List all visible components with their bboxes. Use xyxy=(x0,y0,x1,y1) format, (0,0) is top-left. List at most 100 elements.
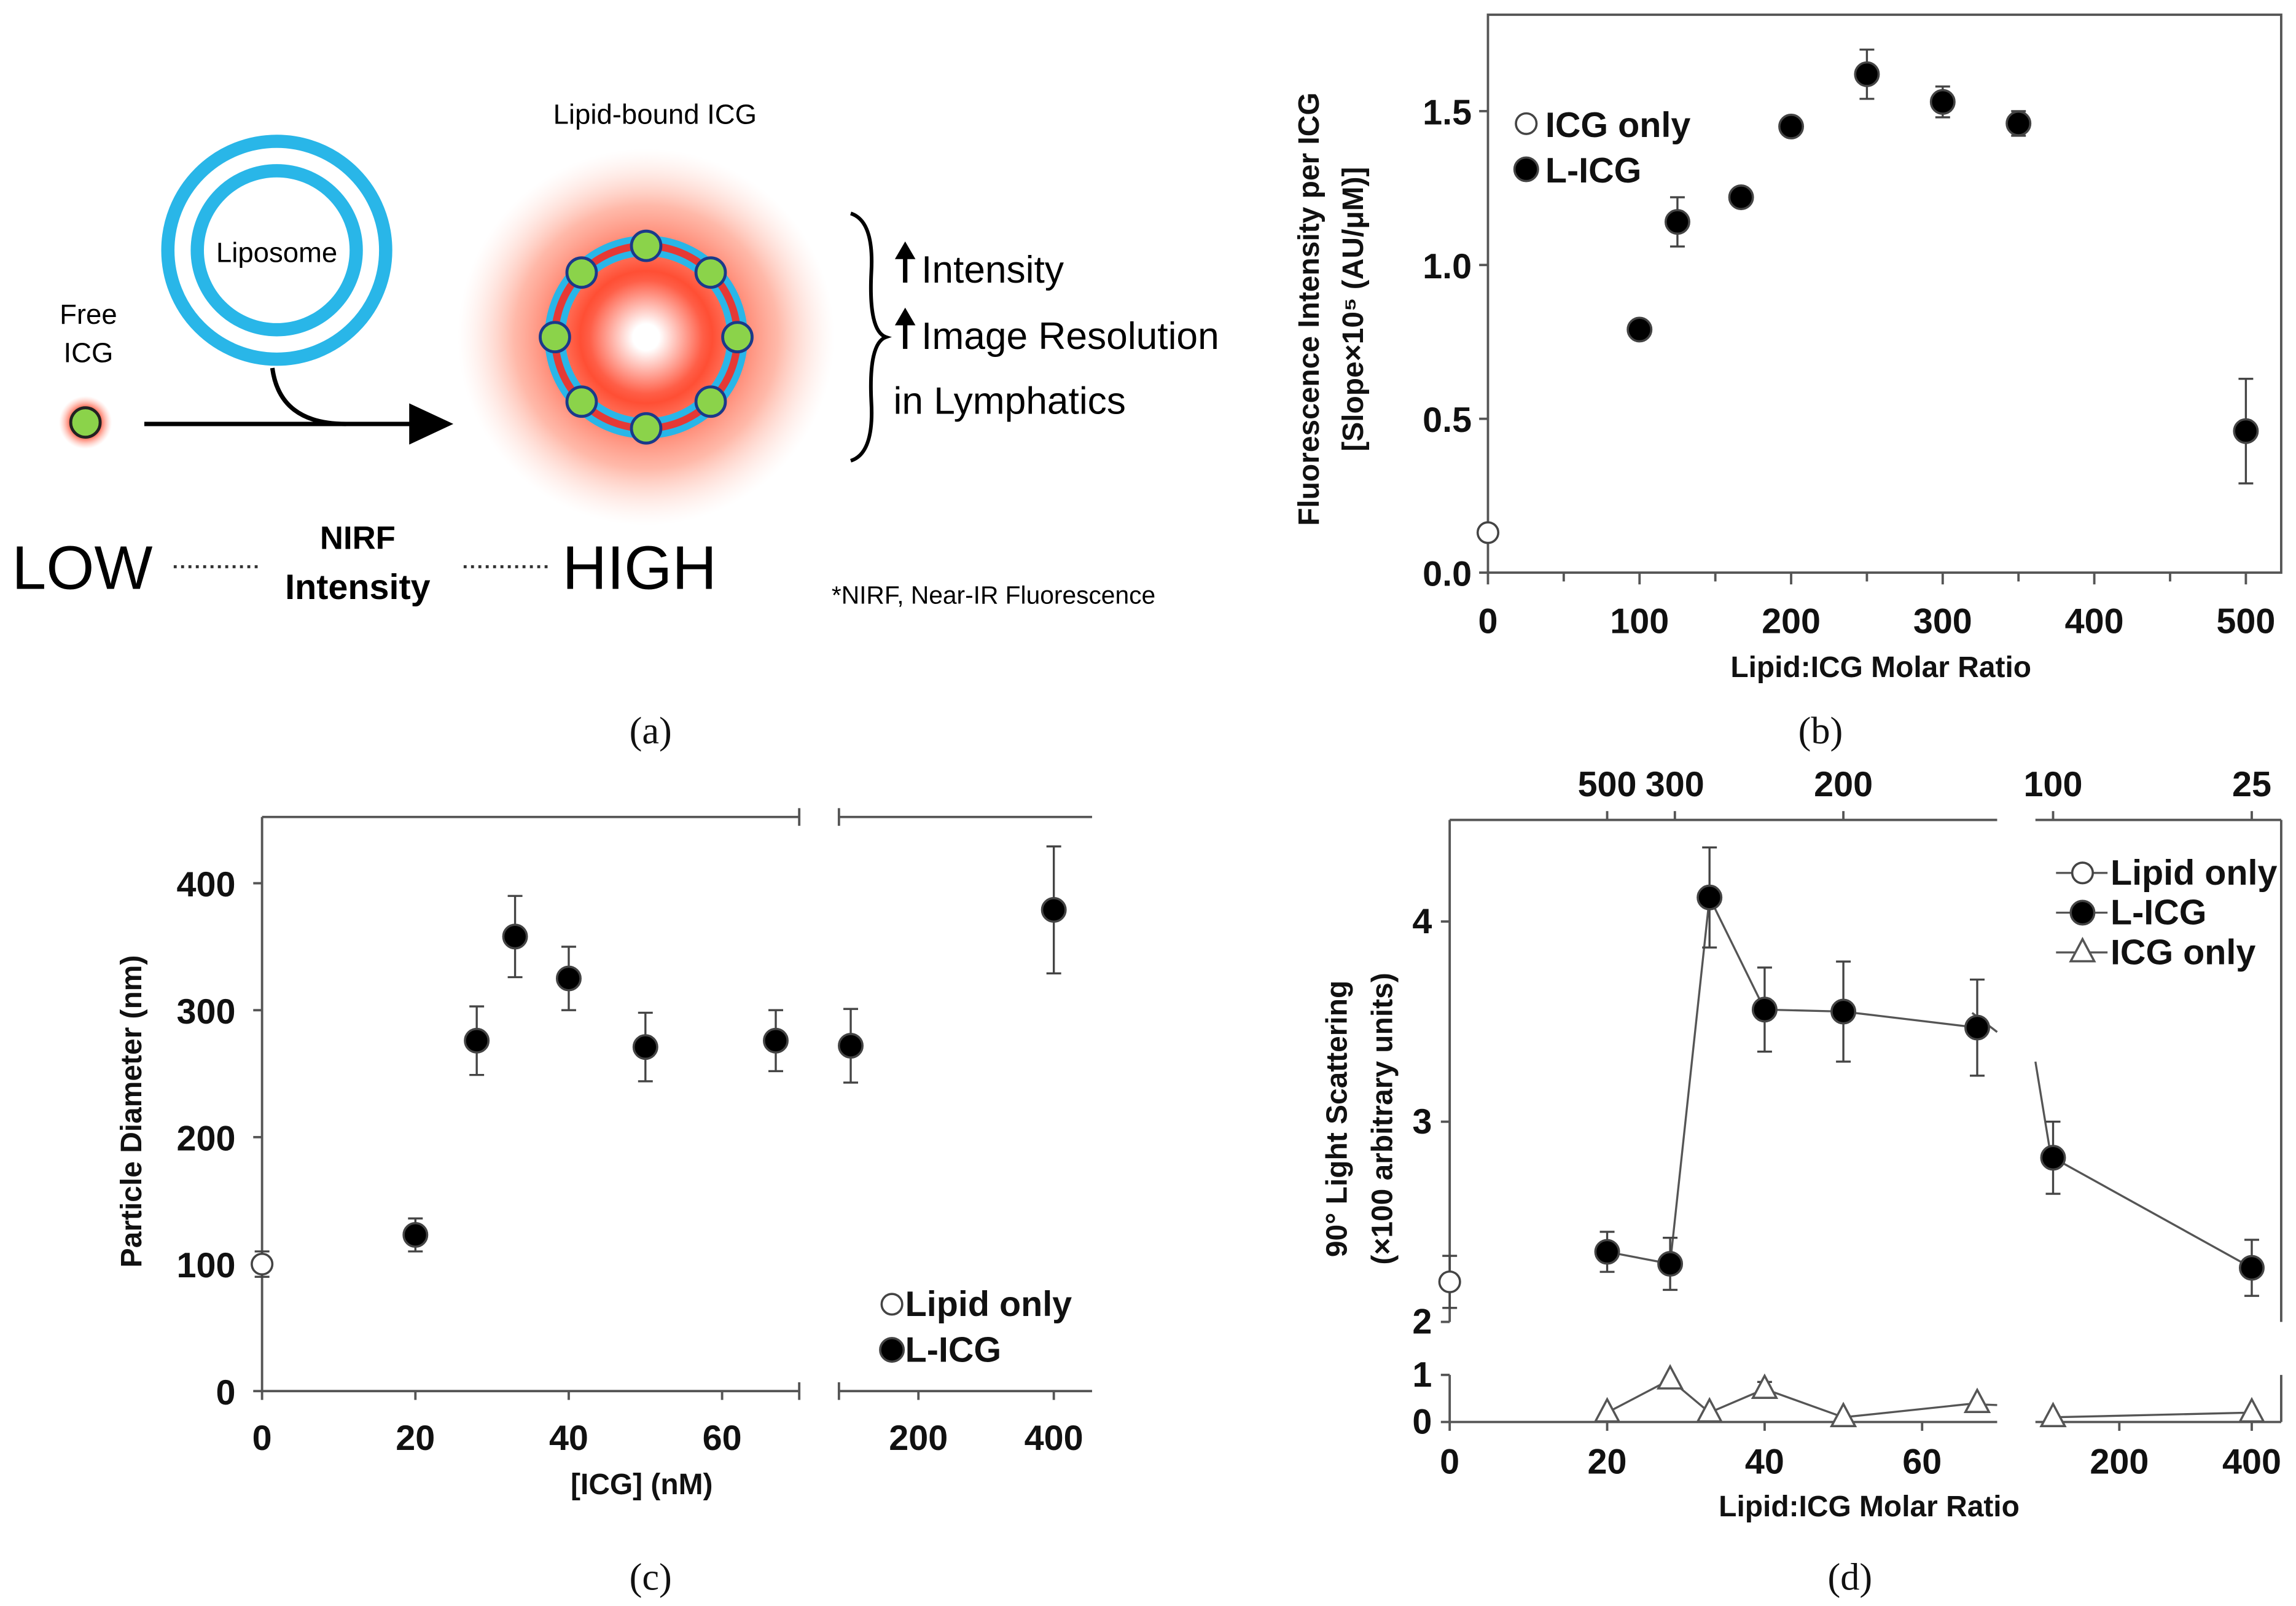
plot-frame xyxy=(1486,14,2282,574)
data-point-filled xyxy=(763,1027,789,1054)
intensity-text: Intensity xyxy=(921,249,1064,291)
data-point-filled xyxy=(838,1033,864,1059)
x-tick-label: 20 xyxy=(396,1419,435,1458)
data-point-filled xyxy=(1728,184,1754,211)
x-tick-label: 40 xyxy=(549,1419,588,1458)
brace xyxy=(849,211,892,463)
panel-a-diagram: Lipid-bound ICG Liposome Free ICG Intens… xyxy=(12,98,1219,609)
data-point-open xyxy=(2071,861,2095,885)
icg-dot xyxy=(721,321,754,354)
legend-label: Lipid only xyxy=(905,1285,1072,1324)
x-tick-label: 200 xyxy=(1762,601,1821,641)
data-point-triangle xyxy=(2039,1401,2067,1428)
liposome-inner-ring xyxy=(190,164,363,337)
icg-dot xyxy=(565,385,598,418)
data-point-filled xyxy=(2233,418,2259,444)
y-tick-label: 100 xyxy=(177,1246,236,1285)
x-axis-label: Lipid:ICG Molar Ratio xyxy=(1719,1490,2020,1523)
y-tick-label: 1 xyxy=(1412,1355,1432,1395)
data-point-open xyxy=(1476,521,1500,544)
x-tick-label: 0 xyxy=(1478,601,1497,641)
top-tick-label: 25 xyxy=(2232,765,2271,804)
data-point-filled xyxy=(1929,88,1956,115)
y-tick-label: 0 xyxy=(216,1373,236,1412)
y-axis-label: 90° Light Scattering xyxy=(1321,981,1353,1257)
x-tick-label: 400 xyxy=(2065,601,2124,641)
caption-a: (a) xyxy=(630,710,672,752)
data-point-filled xyxy=(1626,316,1653,343)
top-tick-label: 200 xyxy=(1814,765,1873,804)
y-tick-label: 1.0 xyxy=(1423,247,1472,286)
x-tick-label: 40 xyxy=(1745,1442,1784,1481)
legend-label: L-ICG xyxy=(905,1330,1002,1369)
y-axis-label: Particle Diameter (nm) xyxy=(115,955,148,1268)
data-point-triangle xyxy=(2238,1396,2266,1423)
data-point-filled xyxy=(1854,61,1880,87)
x-axis-label: Lipid:ICG Molar Ratio xyxy=(1730,651,2031,684)
data-point-filled xyxy=(2040,1145,2066,1171)
x-tick-label: 60 xyxy=(1902,1442,1942,1481)
data-point-filled xyxy=(2239,1255,2265,1281)
data-point-filled xyxy=(402,1222,429,1248)
data-point-filled xyxy=(1513,156,1539,182)
x-tick-label: 100 xyxy=(1610,601,1669,641)
liposome-label: Liposome xyxy=(216,237,337,268)
y-axis-label-units: (×100 arbitrary units) xyxy=(1367,973,1399,1264)
x-tick-label: 200 xyxy=(889,1419,948,1458)
x-tick-label: 0 xyxy=(252,1419,272,1458)
lipid-bound-label: Lipid-bound ICG xyxy=(553,98,757,130)
legend-label: Lipid only xyxy=(2111,853,2278,893)
data-point-filled xyxy=(1664,209,1690,235)
chart-c: 0 20 40 60 200 400 0 100 200 300 400 [ICG] (nM) Part… xyxy=(115,808,1092,1501)
nirf-label: NIRF xyxy=(320,520,396,557)
data-point-filled xyxy=(2069,899,2096,926)
x-tick-label: 300 xyxy=(1913,601,1972,641)
data-point-open xyxy=(251,1252,274,1276)
caption-d: (d) xyxy=(1828,1556,1873,1599)
icg-dot xyxy=(565,256,598,289)
data-point-open xyxy=(1515,112,1538,135)
high-label: HIGH xyxy=(562,533,717,602)
data-point-filled xyxy=(1594,1239,1620,1265)
footnote: *NIRF, Near-IR Fluorescence xyxy=(832,581,1155,609)
lipid-core xyxy=(580,270,713,404)
data-point-filled xyxy=(1041,897,1067,923)
y-tick-label: 300 xyxy=(177,992,236,1032)
top-tick-label: 100 xyxy=(2024,765,2083,804)
y-tick-label: 0.5 xyxy=(1423,401,1472,440)
data-point-triangle xyxy=(1829,1401,1857,1428)
series-line xyxy=(2053,1411,2252,1419)
up-arrow-icon xyxy=(894,241,916,283)
merge-curve xyxy=(270,367,346,426)
free-icg-dot xyxy=(69,406,102,439)
data-point-filled xyxy=(502,923,528,950)
y-tick-label: 400 xyxy=(177,865,236,904)
y-tick-label: 2 xyxy=(1412,1302,1432,1342)
data-point-triangle xyxy=(1963,1387,1991,1414)
data-point-filled xyxy=(1751,997,1778,1023)
chart-b: 0 100 200 300 400 500 0.0 0.5 1.0 1.5 Lipid:ICG Mo… xyxy=(1293,14,2282,684)
data-point-filled xyxy=(879,1337,905,1363)
y-tick-label: 0 xyxy=(1412,1403,1432,1442)
x-tick-label: 60 xyxy=(703,1419,742,1458)
data-point-filled xyxy=(1697,884,1723,911)
legend-label: ICG only xyxy=(1545,106,1690,145)
x-tick-label: 0 xyxy=(1440,1442,1459,1481)
bound-icg-dots xyxy=(539,229,754,445)
top-tick-label: 500 xyxy=(1578,765,1637,804)
data-point-triangle xyxy=(1656,1364,1684,1390)
free-label: Free xyxy=(60,299,117,330)
data-point-open xyxy=(880,1293,904,1316)
series-line xyxy=(1607,893,1978,1266)
caption-b: (b) xyxy=(1798,710,1843,752)
data-point-triangle xyxy=(1751,1373,1779,1400)
lymphatics-text: in Lymphatics xyxy=(893,380,1125,422)
arrow-head xyxy=(409,403,454,445)
data-point-filled xyxy=(1830,998,1857,1025)
data-point-triangle xyxy=(1593,1396,1621,1423)
low-label: LOW xyxy=(12,533,152,602)
y-tick-label: 3 xyxy=(1412,1102,1432,1142)
icg-dot xyxy=(630,229,663,262)
legend-label: ICG only xyxy=(2111,933,2255,972)
axis-left-segment xyxy=(260,817,800,1393)
